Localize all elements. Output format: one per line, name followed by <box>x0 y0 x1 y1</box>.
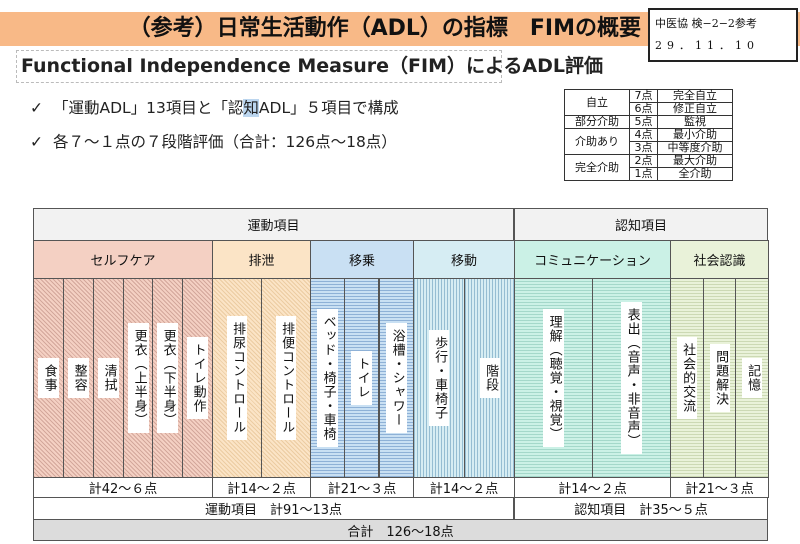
score-level: 自立 <box>564 89 630 116</box>
item-label: 浴槽・シャワー <box>386 323 407 433</box>
score-level: 介助あり <box>564 128 630 155</box>
bullet-text: ADL」５項目で構成 <box>258 99 399 117</box>
score-level: 完全介助 <box>564 154 630 181</box>
group-header: コミュニケーション <box>514 240 671 279</box>
group-subtotal: 計21～３点 <box>310 477 414 498</box>
group-header: 排泄 <box>212 240 311 279</box>
section-header-cognitive: 認知項目 <box>514 208 768 241</box>
item-column: トイレ <box>344 278 379 478</box>
score-row: 介助あり 4点 最小介助 <box>564 128 733 155</box>
score-description: 監視 <box>657 115 733 129</box>
item-label: 階段 <box>479 358 501 398</box>
bullet-scoring: ✓ 各７～１点の７段階評価（合計：126点～18点） <box>30 130 397 152</box>
grand-total: 合計 126～18点 <box>33 519 768 541</box>
score-level: 部分介助 <box>564 115 630 129</box>
item-column: ベッド・椅子・車椅 <box>310 278 345 478</box>
group-subtotal: 計14～２点 <box>514 477 671 498</box>
item-label: 食事 <box>38 358 59 398</box>
item-column: 整容 <box>63 278 94 478</box>
group-header: 移乗 <box>310 240 414 279</box>
item-column: 食事 <box>33 278 64 478</box>
reference-code: 中医協 検−2−2参考 <box>655 17 757 30</box>
item-label: 清拭 <box>98 358 119 398</box>
bullet-text: 「運動ADL」13項目と「認 <box>53 99 244 117</box>
check-icon: ✓ <box>30 99 43 117</box>
item-label: 社会的交流 <box>676 337 698 419</box>
score-table: 自立 7点 完全自立 6点 修正自立 部分介助 5点 監視 介助あり 4点 最小介助 3点 中等度介助完… <box>564 89 733 181</box>
score-points: 4点 <box>629 128 658 142</box>
item-column: 社会的交流 <box>670 278 704 478</box>
subtitle: Functional Independence Measure（FIM）によるA… <box>16 50 603 83</box>
score-row: 部分介助 5点 監視 <box>564 115 733 129</box>
item-label: トイレ動作 <box>187 337 208 419</box>
group-header: 社会認識 <box>670 240 769 279</box>
item-column: 更衣（下半身） <box>152 278 183 478</box>
item-label: 表出（音声・非音声） <box>621 302 642 454</box>
item-label: ベッド・椅子・車椅 <box>317 309 338 447</box>
score-description: 中等度介助 <box>657 141 733 155</box>
group-subtotal: 計14～２点 <box>413 477 515 498</box>
score-points: 7点 <box>629 89 658 103</box>
score-description: 最大介助 <box>657 154 733 168</box>
group-header: セルフケア <box>33 240 213 279</box>
item-column: 浴槽・シャワー <box>379 278 414 478</box>
item-column: 更衣（上半身） <box>123 278 154 478</box>
item-column: 表出（音声・非音声） <box>592 278 671 478</box>
item-column: 階段 <box>464 278 516 478</box>
score-description: 修正自立 <box>657 102 733 116</box>
item-label: トイレ <box>351 351 372 405</box>
section-total-motor: 運動項目 計91～13点 <box>33 497 514 520</box>
section-header-motor: 運動項目 <box>33 208 514 241</box>
item-label: 更衣（下半身） <box>157 323 178 433</box>
reference-date: 29．11．10 <box>655 39 759 52</box>
bullet-text: 各７～１点の７段階評価（合計：126点～18点） <box>53 133 397 151</box>
reference-box: 中医協 検−2−2参考 29．11．10 <box>648 8 798 62</box>
score-points: 1点 <box>629 167 658 181</box>
score-row: 1点 全介助 <box>565 167 733 181</box>
group-subtotal: 計21～３点 <box>670 477 769 498</box>
group-subtotal: 計42～６点 <box>33 477 213 498</box>
item-label: 理解（聴覚・視覚） <box>543 309 564 447</box>
item-label: 更衣（上半身） <box>128 323 149 433</box>
bullet-composition: ✓ 「運動ADL」13項目と「認知ADL」５項目で構成 <box>30 96 399 118</box>
item-label: 整容 <box>68 358 89 398</box>
item-column: 歩行・車椅子 <box>413 278 465 478</box>
score-points: 2点 <box>629 154 658 168</box>
group-subtotal: 計14～２点 <box>212 477 311 498</box>
item-column: 理解（聴覚・視覚） <box>514 278 593 478</box>
page-title: （参考）日常生活動作（ADL）の指標 FIMの概要 <box>128 16 641 41</box>
item-label: 歩行・車椅子 <box>428 330 450 426</box>
bullet-highlight: 知 <box>243 99 259 117</box>
item-label: 排便コントロール <box>275 316 297 440</box>
group-header: 移動 <box>413 240 515 279</box>
item-column: 記憶 <box>735 278 769 478</box>
item-label: 記憶 <box>741 358 763 398</box>
item-label: 問題解決 <box>709 344 731 412</box>
score-points: 5点 <box>629 115 658 129</box>
score-description: 完全自立 <box>657 89 733 103</box>
item-column: 問題解決 <box>703 278 737 478</box>
item-column: 清拭 <box>93 278 124 478</box>
item-label: 排尿コントロール <box>226 316 248 440</box>
score-points: 6点 <box>629 102 658 116</box>
score-points: 3点 <box>629 141 658 155</box>
check-icon: ✓ <box>30 133 43 151</box>
score-row: 自立 7点 完全自立 <box>564 89 733 116</box>
score-description: 最小介助 <box>657 128 733 142</box>
item-column: 排便コントロール <box>261 278 311 478</box>
score-row: 完全介助 2点 最大介助 <box>564 154 733 181</box>
section-total-cognitive: 認知項目 計35～５点 <box>514 497 768 520</box>
item-column: 排尿コントロール <box>212 278 262 478</box>
item-column: トイレ動作 <box>182 278 213 478</box>
score-row: 3点 中等度介助 <box>565 141 733 155</box>
score-description: 全介助 <box>657 167 733 181</box>
